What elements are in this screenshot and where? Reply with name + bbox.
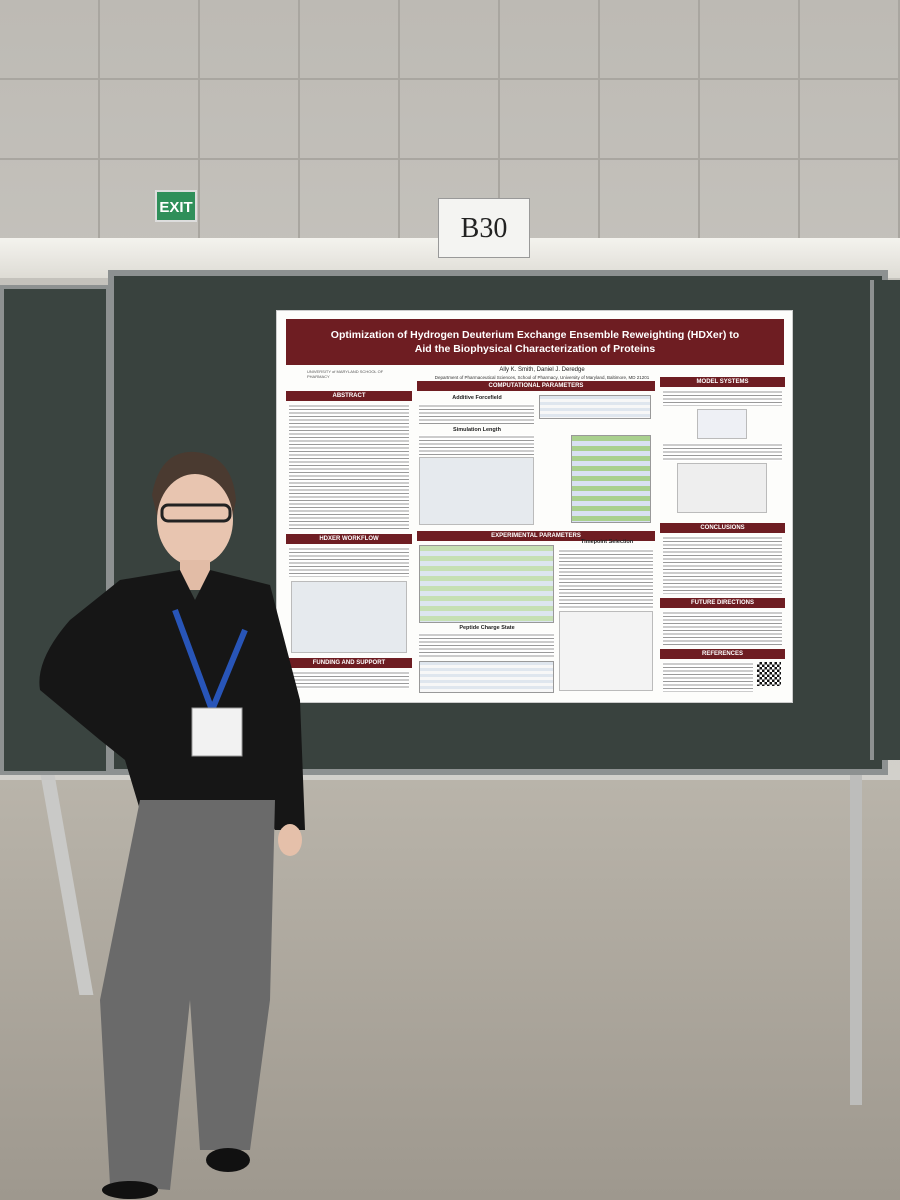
authors: Ally K. Smith, Daniel J. Deredge bbox=[499, 367, 585, 373]
name-badge bbox=[191, 707, 243, 757]
table bbox=[571, 435, 651, 523]
hand bbox=[278, 824, 302, 856]
subheader: Additive Forcefield bbox=[452, 395, 502, 401]
text-block bbox=[663, 443, 782, 461]
text-block bbox=[559, 549, 653, 609]
section-header: EXPERIMENTAL PARAMETERS bbox=[417, 531, 655, 541]
section-header: HDXER WORKFLOW bbox=[286, 534, 412, 544]
text-block bbox=[663, 611, 782, 645]
booth-sign: B30 bbox=[438, 198, 530, 258]
text-block bbox=[289, 404, 409, 530]
figure bbox=[419, 457, 534, 525]
text-block bbox=[419, 404, 534, 424]
qr-code bbox=[757, 662, 781, 686]
figure bbox=[697, 409, 747, 439]
figure bbox=[559, 611, 653, 691]
exit-sign: EXIT bbox=[155, 190, 197, 222]
text-block bbox=[289, 671, 409, 689]
text-block bbox=[663, 662, 753, 692]
poster-title: Optimization of Hydrogen Deuterium Excha… bbox=[286, 319, 784, 365]
subheader: Timepoint Selection bbox=[580, 539, 634, 545]
jacket bbox=[39, 570, 305, 830]
table bbox=[419, 545, 554, 623]
section-header: FUNDING AND SUPPORT bbox=[286, 658, 412, 668]
section-header: MODEL SYSTEMS bbox=[660, 377, 785, 387]
section-header: FUTURE DIRECTIONS bbox=[660, 598, 785, 608]
poster: Optimization of Hydrogen Deuterium Excha… bbox=[276, 310, 793, 703]
stand-leg bbox=[850, 775, 862, 1105]
text-block bbox=[419, 435, 534, 455]
subheader: Simulation Length bbox=[453, 427, 501, 433]
trousers bbox=[100, 800, 275, 1190]
glasses bbox=[160, 503, 232, 523]
text-block bbox=[663, 536, 782, 594]
section-header: COMPUTATIONAL PARAMETERS bbox=[417, 381, 655, 391]
text-block bbox=[289, 547, 409, 577]
affiliation: Department of Pharmaceutical Sciences, S… bbox=[434, 375, 650, 380]
shoe bbox=[102, 1181, 158, 1199]
figure bbox=[677, 463, 767, 513]
subheader: Peptide Charge State bbox=[459, 625, 515, 631]
shoe bbox=[206, 1148, 250, 1172]
right-board bbox=[870, 280, 900, 760]
logo: UNIVERSITY of MARYLAND SCHOOL OF PHARMAC… bbox=[307, 369, 384, 379]
text-block bbox=[419, 633, 554, 657]
text-block bbox=[663, 390, 782, 406]
table bbox=[539, 395, 651, 419]
section-header: CONCLUSIONS bbox=[660, 523, 785, 533]
table bbox=[419, 661, 554, 693]
section-header: REFERENCES bbox=[660, 649, 785, 659]
figure bbox=[291, 581, 407, 653]
section-header: ABSTRACT bbox=[286, 391, 412, 401]
